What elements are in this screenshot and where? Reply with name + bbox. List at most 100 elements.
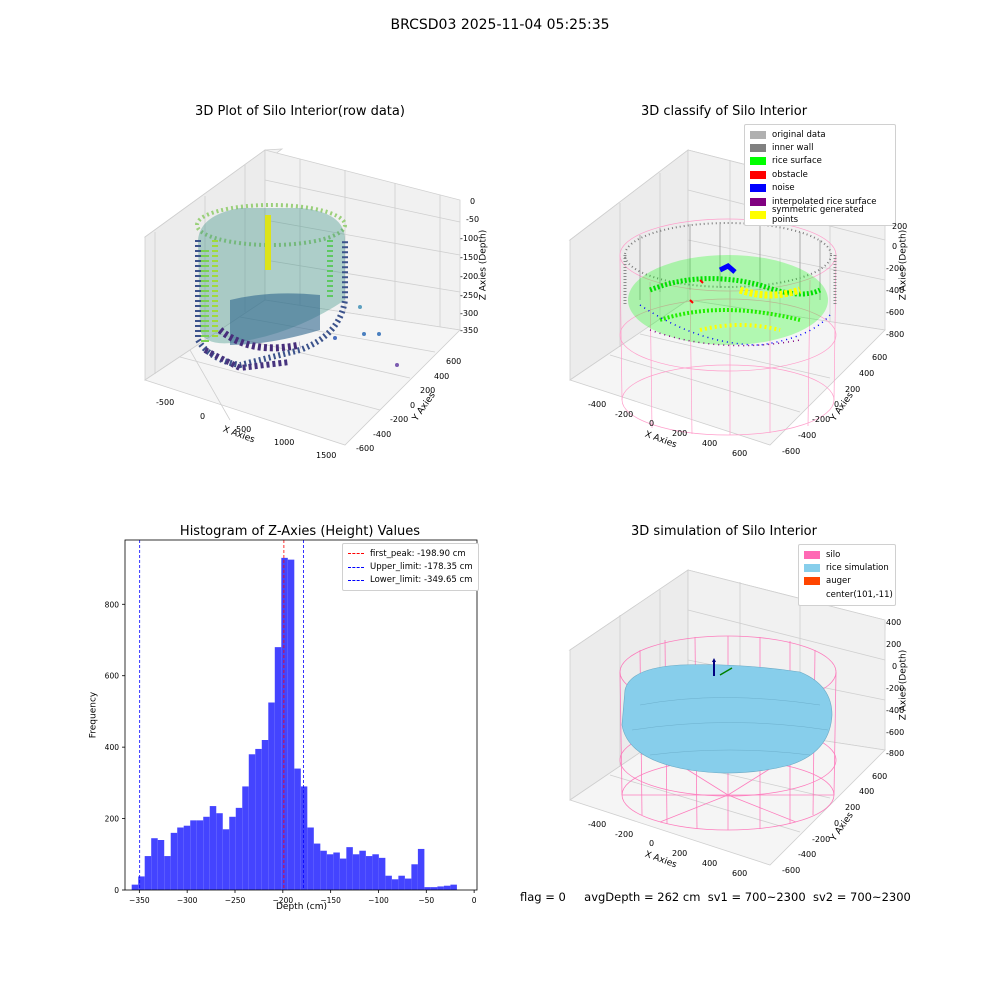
swatch-lower-limit (348, 579, 364, 581)
sim-xtick-5: 400 (702, 859, 718, 868)
histogram-title: Histogram of Z-Axies (Height) Values (179, 524, 421, 539)
histogram-xtick-label: −100 (368, 896, 389, 905)
raw-ztick-3: -100 (460, 234, 479, 243)
histogram-bar (411, 864, 418, 890)
rice-simulation-surface (621, 664, 833, 774)
classify-ztick-6: -800 (886, 330, 905, 339)
sim-ytick-5: 200 (845, 803, 861, 812)
raw-xtick-2: 0 (200, 412, 206, 421)
raw-ztick-2: -50 (466, 215, 480, 224)
classify-ztick-5: -600 (886, 308, 905, 317)
histogram-bar (443, 885, 451, 890)
histogram-bar (352, 854, 360, 890)
sim-ztick-6: -600 (886, 728, 905, 737)
status-flag: flag = 0 (520, 890, 566, 904)
raw-ytick-7: 600 (446, 357, 462, 366)
classify-xtick-4: 200 (672, 429, 688, 438)
sim-ytick-2: -400 (798, 850, 817, 859)
raw-xtick-1: -500 (156, 398, 175, 407)
histogram-bar (333, 852, 340, 890)
histogram-bar (164, 856, 171, 890)
sim-ytick-4: 0 (834, 819, 840, 828)
classify-ztick-1: 200 (892, 222, 908, 231)
raw-ztick-7: -300 (460, 309, 479, 318)
histogram-bar (320, 850, 327, 890)
sim-xtick-2: -200 (615, 830, 634, 839)
classify-xtick-3: 0 (649, 419, 655, 428)
raw-xtick-4: 1000 (274, 438, 295, 447)
histogram-bar (242, 786, 249, 890)
sim-ztick-4: -200 (886, 684, 905, 693)
histogram-ytick-label: 400 (105, 743, 120, 752)
simulation-legend: silo rice simulation auger center(101,-1… (798, 544, 896, 606)
swatch-symmetric (750, 211, 766, 220)
classify-ytick-7: 600 (872, 353, 888, 362)
classify-ytick-1: -600 (782, 447, 801, 456)
histogram-ticks: −350 −300 −250 −200 −150 −100 −50 0 0 200 400 600 80… (105, 600, 477, 905)
legend-noise: noise (750, 182, 890, 195)
raw-ytick-2: -400 (373, 430, 392, 439)
histogram-bar (235, 807, 243, 890)
histogram-bar (229, 816, 236, 890)
histogram-ytick-label: 0 (114, 886, 119, 895)
histogram-bar (313, 843, 321, 890)
histogram-bars (131, 557, 457, 890)
raw-xtick-3: 500 (236, 425, 252, 434)
classify-ytick-6: 400 (859, 369, 875, 378)
histogram-xtick-label: −350 (129, 896, 150, 905)
legend-rice-surface: rice surface (750, 155, 890, 168)
sim-ztick-3: 0 (892, 662, 898, 671)
raw-ztick-5: -200 (460, 272, 479, 281)
legend-symmetric-points: symmetric generated points (750, 205, 890, 225)
classify-silo-wireframe (619, 218, 837, 436)
legend-silo: silo (804, 548, 890, 561)
raw-ytick-3: -200 (390, 415, 409, 424)
raw-point-cloud (195, 203, 399, 372)
auger-and-center (712, 658, 733, 676)
sim-zlabel: Z Axies (Depth) (898, 649, 909, 721)
classify-ztick-2: 0 (892, 242, 898, 251)
histogram-bar (391, 879, 399, 890)
status-avg-depth: avgDepth = 262 cm (584, 890, 701, 904)
legend-inner-wall: inner wall (750, 141, 890, 154)
classify-xtick-6: 600 (732, 449, 748, 458)
raw-plot-title: 3D Plot of Silo Interior(row data) (195, 104, 405, 119)
histogram-bar (339, 858, 347, 890)
histogram-bar (430, 887, 438, 890)
classify-plot-title: 3D classify of Silo Interior (640, 104, 808, 119)
swatch-obstacle (750, 170, 766, 179)
raw-ztick-6: -250 (460, 291, 479, 300)
swatch-center (804, 591, 820, 599)
histogram-bar (307, 827, 314, 890)
swatch-silo (804, 550, 820, 559)
raw-ytick-5: 200 (420, 386, 436, 395)
histogram-bar (359, 850, 366, 890)
sim-xtick-1: -400 (588, 820, 607, 829)
histogram-bar (216, 813, 223, 890)
classify-xtick-5: 400 (702, 439, 718, 448)
classify-ytick-5: 200 (845, 385, 861, 394)
classify-rice-surface (628, 255, 831, 347)
raw-ztick-1: 0 (470, 197, 476, 206)
histogram-bar (287, 559, 295, 890)
histogram-xtick-label: −150 (320, 896, 341, 905)
raw-ytick-6: 400 (434, 372, 450, 381)
sim-ztick-1: 400 (886, 618, 902, 627)
swatch-inner-wall (750, 144, 766, 153)
histogram-bar (222, 829, 230, 890)
histogram-bar (378, 857, 386, 890)
classify-xtick-1: -400 (588, 400, 607, 409)
legend-upper-limit: Upper_limit: -178.35 cm (348, 560, 473, 573)
sim-ztick-2: 200 (886, 640, 902, 649)
status-sv2: sv2 = 700~2300 (812, 890, 911, 904)
histogram-bar (417, 848, 425, 890)
sim-xtick-6: 600 (732, 869, 748, 878)
histogram-bar (365, 856, 373, 890)
classify-ytick-2: -400 (798, 431, 817, 440)
sim-ztick-7: -800 (886, 749, 905, 758)
histogram-bar (281, 557, 288, 890)
histogram-bar (268, 702, 275, 890)
histogram-bar (248, 754, 256, 890)
histogram-xtick-label: −50 (418, 896, 434, 905)
